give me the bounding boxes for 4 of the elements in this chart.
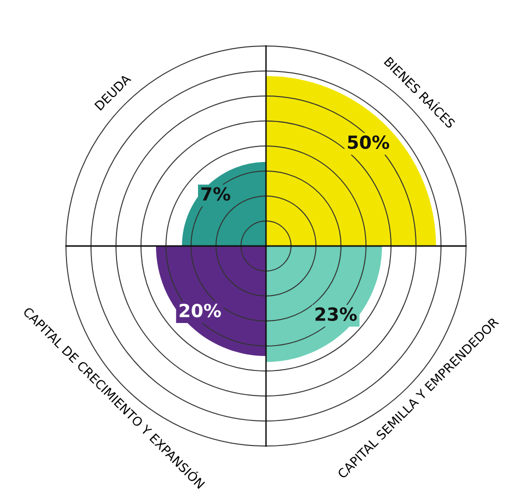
data-label: 7% — [201, 187, 230, 201]
data-label: 20% — [180, 304, 221, 318]
data-label: 23% — [316, 307, 357, 321]
data-label: 50% — [348, 135, 390, 150]
